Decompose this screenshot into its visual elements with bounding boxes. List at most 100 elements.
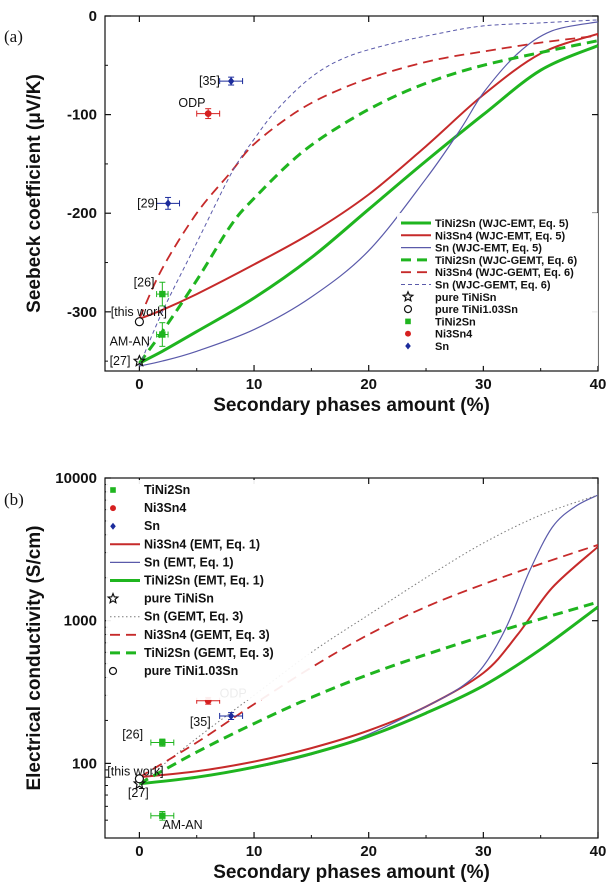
annotation-label: ODP (178, 96, 205, 110)
legend-item: Sn (110, 519, 160, 533)
legend: TiNi2Sn Ni3Sn4 Sn Ni3Sn4 (EMT, Eq. 1) Sn (EM… (106, 480, 311, 700)
data-point-marker (227, 77, 235, 86)
legend-label: TiNi2Sn (WJC-EMT, Eq. 5) (435, 218, 569, 230)
data-point-marker (204, 110, 212, 118)
legend-marker-swatch (403, 305, 413, 314)
legend-marker-swatch (401, 290, 415, 303)
x-tick-label: 0 (135, 843, 143, 860)
x-tick-label: 10 (246, 376, 263, 393)
series-line (139, 545, 598, 779)
x-tick-label: 40 (590, 376, 607, 393)
legend-marker-swatch (106, 592, 120, 604)
y-tick-label: -200 (67, 205, 97, 222)
series-line (138, 544, 598, 778)
y-tick-label: 100 (72, 755, 97, 772)
axis-ticks: 0 10 20 30 40 0 -100 -200 -300 (67, 8, 606, 393)
legend-marker-swatch (405, 318, 411, 325)
legend-label: TiNi2Sn (435, 316, 476, 328)
legend-item: pure TiNi1.03Sn (108, 664, 238, 678)
legend-background (106, 480, 311, 700)
legend-label: TiNi2Sn (144, 483, 190, 497)
legend-label: Ni3Sn4 (WJC-EMT, Eq. 5) (435, 230, 566, 242)
x-tick-label: 30 (475, 843, 492, 860)
legend-item: TiNi2Sn (WJC-EMT, Eq. 5) (401, 218, 569, 230)
legend-item: TiNi2Sn (110, 483, 190, 497)
legend-item: Sn (EMT, Eq. 1) (110, 555, 234, 569)
annotation-label: [27] (128, 786, 149, 800)
legend-item: Sn (WJC-GEMT, Eq. 6) (401, 280, 551, 292)
annotation-label: [26] (134, 275, 155, 289)
y-tick-label: -100 (67, 107, 97, 124)
x-tick-label: 40 (590, 843, 607, 860)
annotations: [35] ODP [29] [26] [this work] AM-AN [27] (110, 74, 220, 368)
plot-frame (104, 477, 599, 839)
legend-item: Ni3Sn4 (405, 329, 473, 341)
annotation-label: [29] (137, 196, 158, 210)
legend-marker-swatch (405, 330, 411, 337)
x-tick-label: 30 (475, 376, 492, 393)
series-line (139, 494, 598, 785)
panel-label: (a) (4, 27, 23, 46)
data-markers (132, 696, 244, 821)
legend-item: Ni3Sn4 (110, 501, 186, 515)
legend-marker-swatch (108, 666, 118, 676)
x-tick-label: 20 (360, 376, 377, 393)
annotation-label: AM-AN (110, 334, 150, 348)
series-line (139, 21, 598, 367)
legend-label: pure TiNi1.03Sn (144, 664, 238, 678)
data-point-marker (164, 199, 172, 208)
data-markers (132, 76, 244, 367)
legend-item: Sn (GEMT, Eq. 3) (110, 610, 243, 624)
legend-label: Sn (WJC-GEMT, Eq. 6) (435, 280, 551, 292)
y-tick-label: 10000 (55, 470, 97, 487)
x-axis-title: Secondary phases amount (%) (213, 395, 490, 416)
series-line (139, 32, 598, 320)
x-tick-label: 20 (360, 843, 377, 860)
legend-label: Sn (435, 341, 449, 353)
legend-label: Sn (EMT, Eq. 1) (144, 555, 234, 569)
legend-item: pure TiNiSn (401, 290, 497, 304)
series-group (138, 494, 598, 786)
data-point-marker (134, 774, 144, 784)
legend-label: Ni3Sn4 (WJC-GEMT, Eq. 6) (435, 267, 574, 279)
chart-panel-b: (b) 0 10 20 30 40 100 1000 10000 Secondary phases… (4, 470, 606, 883)
legend-label: Ni3Sn4 (GEMT, Eq. 3) (144, 628, 270, 642)
legend-label: pure TiNi1.03Sn (435, 304, 518, 316)
legend-label: TiNi2Sn (WJC-GEMT, Eq. 6) (435, 255, 578, 267)
legend-marker-swatch (405, 342, 411, 350)
plot-frame (104, 15, 599, 372)
legend-item: Sn (WJC-EMT, Eq. 5) (401, 243, 542, 255)
legend-item: TiNi2Sn (WJC-GEMT, Eq. 6) (401, 255, 578, 267)
data-point-marker (132, 354, 147, 367)
legend: TiNi2Sn (WJC-EMT, Eq. 5)Ni3Sn4 (WJC-EMT,… (397, 213, 598, 366)
legend-label: Sn (144, 519, 160, 533)
legend-label: Ni3Sn4 (435, 329, 473, 341)
panel-label: (b) (4, 490, 24, 509)
y-axis-title: Electrical conductivity (S/cm) (24, 525, 45, 790)
series-line (139, 605, 598, 786)
y-tick-label: 0 (89, 8, 97, 25)
series-line (138, 39, 598, 364)
legend-item: TiNi2Sn (GEMT, Eq. 3) (110, 646, 274, 660)
y-tick-label: 1000 (64, 613, 97, 630)
legend-item: TiNi2Sn (EMT, Eq. 1) (110, 574, 264, 588)
x-axis-title: Secondary phases amount (%) (213, 862, 490, 883)
chart-panel-a: (a) 0 10 20 30 40 0 -100 -200 -300 Secondary phase… (4, 8, 606, 416)
annotations: ODP[35][26][this work][27]AM-AN (107, 686, 246, 832)
legend-item: TiNi2Sn (405, 316, 476, 328)
annotation-label: [this work] (111, 305, 167, 319)
legend-label: Ni3Sn4 (144, 501, 186, 515)
legend-label: pure TiNiSn (144, 592, 214, 606)
axis-ticks: 0 10 20 30 40 100 1000 10000 (55, 470, 606, 860)
x-tick-label: 0 (135, 376, 143, 393)
legend-label: TiNi2Sn (EMT, Eq. 1) (144, 574, 264, 588)
annotation-label: [35] (199, 74, 220, 88)
annotation-label: AM-AN (162, 818, 202, 832)
legend-item: Ni3Sn4 (GEMT, Eq. 3) (110, 628, 270, 642)
data-point-marker (159, 739, 166, 746)
annotation-label: [26] (122, 727, 143, 741)
legend-item: Ni3Sn4 (WJC-EMT, Eq. 5) (401, 230, 566, 242)
legend-item: Ni3Sn4 (EMT, Eq. 1) (110, 537, 260, 551)
legend-label: Ni3Sn4 (EMT, Eq. 1) (144, 537, 260, 551)
data-point-marker (159, 812, 166, 819)
